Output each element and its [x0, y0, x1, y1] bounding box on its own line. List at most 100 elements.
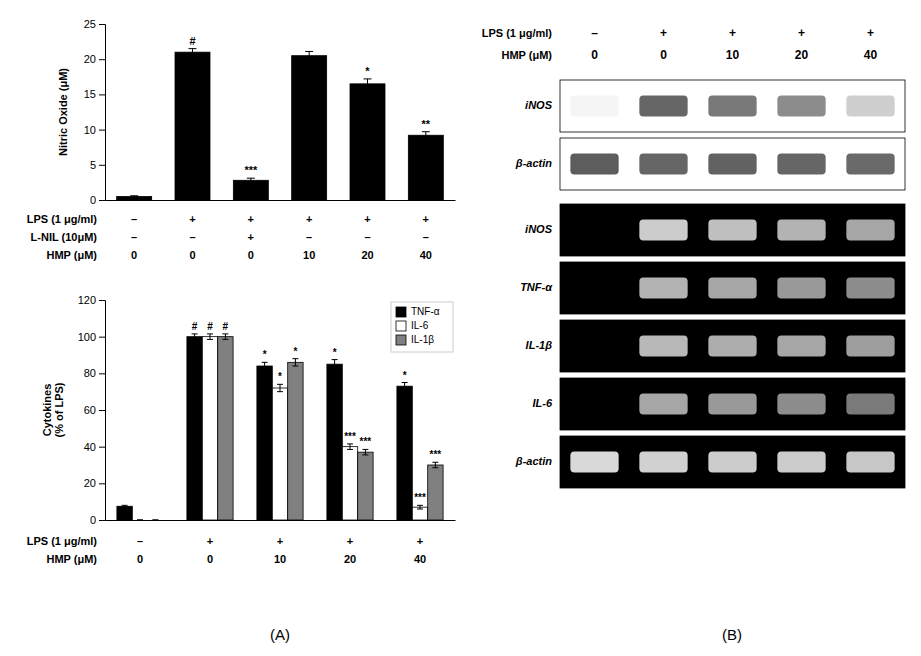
error-bar: [422, 132, 430, 139]
y-tick-mark: [99, 483, 105, 484]
category-table: LPS (1 μg/ml)–++++HMP (μM)00102040: [27, 535, 426, 565]
bar: [288, 362, 303, 520]
column-label: +: [798, 26, 805, 40]
row-label: iNOS: [525, 99, 553, 111]
y-tick: 15: [84, 88, 105, 100]
band: [639, 96, 687, 117]
y-tick: 120: [78, 294, 105, 306]
annotation: **: [422, 118, 431, 130]
category-label: +: [417, 535, 423, 547]
legend-frame: [391, 302, 453, 352]
category-row-title: HMP (μM): [46, 249, 97, 261]
y-tick-label: 60: [84, 404, 96, 416]
category-row-title: HMP (μM): [46, 553, 97, 565]
rt-pcr-row: [560, 204, 905, 256]
band: [777, 452, 825, 473]
y-tick-mark: [99, 130, 105, 131]
band: [639, 278, 687, 299]
y-axis: 0510152025: [84, 18, 106, 206]
lane-background: [560, 80, 905, 132]
y-tick: 0: [90, 194, 105, 206]
band: [708, 154, 756, 175]
bar: [257, 366, 272, 520]
legend-swatch: [396, 321, 406, 331]
annotation: ***: [344, 431, 356, 442]
band: [708, 96, 756, 117]
plot-marks: [117, 334, 443, 520]
category-label: +: [207, 535, 213, 547]
error-bar: [364, 79, 372, 89]
x-axis-line: [106, 200, 456, 201]
y-tick-label: 20: [84, 53, 96, 65]
y-tick-mark: [99, 200, 105, 201]
category-table: LPS (1 μg/ml)–+++++L-NIL (10μM)––+–––HMP…: [27, 213, 432, 261]
category-label: +: [364, 213, 370, 225]
y-axis-title: Nitric Oxide (μM): [57, 68, 69, 156]
row-label: IL-6: [532, 397, 552, 409]
band: [639, 220, 687, 241]
y-tick-label: 20: [84, 477, 96, 489]
y-tick-label: 120: [78, 294, 96, 306]
band: [846, 220, 894, 241]
error-bar: [262, 362, 268, 369]
y-tick-mark: [99, 300, 105, 301]
y-tick-mark: [99, 373, 105, 374]
annotation: *: [365, 65, 370, 77]
bar: [233, 180, 268, 200]
annotation: #: [189, 35, 195, 47]
blot-panel: LPS (1 μg/ml)–++++HMP (μM)00102040iNOSβ-…: [482, 26, 905, 488]
band: [777, 154, 825, 175]
band: [777, 394, 825, 415]
band: [846, 394, 894, 415]
y-axis-title-line: (% of LPS): [53, 382, 65, 437]
y-tick-mark: [99, 520, 105, 521]
y-axis-title-line: Cytokines: [41, 384, 53, 437]
error-bar: [222, 334, 228, 340]
y-tick: 80: [84, 367, 105, 379]
lane-background: [560, 436, 905, 488]
y-tick: 20: [84, 477, 105, 489]
legend-label: IL-1β: [411, 334, 434, 345]
column-label: –: [591, 26, 598, 40]
bar-chart: 0510152025Nitric Oxide (μM)#******LPS (1…: [27, 18, 456, 261]
error-bar: [247, 178, 255, 182]
y-tick: 100: [78, 331, 105, 343]
category-label: +: [423, 213, 429, 225]
western-blot-row: [560, 80, 905, 132]
row-label: β-actin: [515, 455, 552, 467]
y-tick-mark: [99, 165, 105, 166]
error-bar: [189, 49, 197, 56]
column-label: 40: [864, 48, 878, 62]
bar: [272, 388, 287, 520]
annotation: ***: [414, 492, 426, 503]
rt-pcr-row: [560, 262, 905, 314]
y-tick: 60: [84, 404, 105, 416]
rt-pcr-row: [560, 436, 905, 488]
category-label: +: [277, 535, 283, 547]
bar: [397, 386, 412, 520]
category-row-title: L-NIL (10μM): [31, 231, 98, 243]
y-tick-label: 80: [84, 367, 96, 379]
annotation: *: [333, 347, 337, 358]
band: [570, 336, 618, 357]
row-label: IL-1β: [526, 339, 553, 351]
error-bar: [332, 360, 338, 369]
legend: TNF-αIL-6IL-1β: [391, 302, 453, 352]
annotation: ***: [360, 436, 372, 447]
band: [570, 394, 618, 415]
error-bar: [207, 334, 213, 340]
category-label: +: [248, 231, 254, 243]
x-axis: [106, 200, 456, 201]
row-label: iNOS: [525, 223, 553, 235]
annotation: ***: [244, 164, 258, 176]
x-axis-line: [106, 520, 456, 521]
bar: [148, 520, 163, 521]
column-label: +: [660, 26, 667, 40]
band: [570, 278, 618, 299]
lane-background: [560, 138, 905, 190]
band: [570, 96, 618, 117]
band: [639, 154, 687, 175]
bar: [132, 520, 147, 521]
category-label: 10: [274, 553, 286, 565]
category-label: 0: [137, 553, 143, 565]
